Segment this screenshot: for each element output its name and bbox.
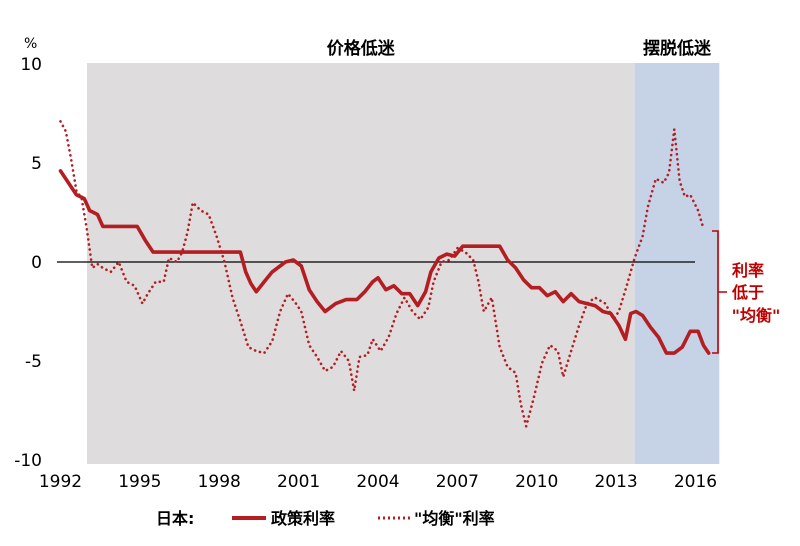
x-tick-label: 2007 [436, 472, 479, 492]
region-label-2: 摆脱低迷 [643, 38, 712, 59]
y-tick-label: 0 [31, 253, 42, 273]
y-axis-unit: % [24, 36, 37, 52]
series-2-line [59, 120, 705, 428]
series-1-line [58, 169, 711, 355]
legend-prefix: 日本: [156, 509, 194, 528]
series-lines [58, 120, 711, 428]
x-axis-tick-labels: 1992 1995 1998 2001 2004 2007 2010 2013 2016 [39, 472, 717, 492]
annotation-line-2: 低于 [731, 283, 764, 302]
y-axis-tick-labels: 10 5 0 -5 -10 [14, 55, 42, 471]
y-tick-label: -10 [14, 451, 42, 471]
annotation-line-3: "均衡" [732, 306, 781, 325]
annotation-line-1: 利率 [732, 261, 764, 280]
x-tick-label: 2016 [674, 472, 717, 492]
region-1 [86, 63, 635, 464]
y-tick-label: 5 [31, 154, 42, 174]
annotation: 利率 低于 "均衡" [712, 230, 781, 354]
x-tick-label: 2013 [594, 472, 637, 492]
legend-label-equilibrium-rate: "均衡"利率 [414, 509, 495, 528]
y-tick-label: -5 [25, 352, 42, 372]
y-tick-label: 10 [20, 55, 42, 75]
legend-label-policy-rate: 政策利率 [271, 509, 335, 528]
legend: 日本: 政策利率 "均衡"利率 [156, 509, 495, 528]
x-tick-label: 1998 [198, 472, 241, 492]
shaded-regions: 价格低迷 摆脱低迷 [86, 38, 720, 464]
x-tick-label: 1995 [118, 472, 161, 492]
x-tick-label: 2010 [515, 472, 558, 492]
x-tick-label: 1992 [39, 472, 82, 492]
x-tick-label: 2001 [277, 472, 320, 492]
region-2 [634, 63, 720, 464]
x-tick-label: 2004 [356, 472, 399, 492]
annotation-bracket [712, 230, 727, 354]
region-label-1: 价格低迷 [327, 38, 396, 59]
